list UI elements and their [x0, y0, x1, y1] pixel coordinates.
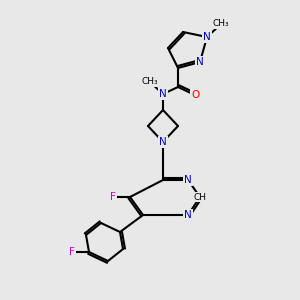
Text: F: F — [110, 192, 116, 202]
Text: N: N — [203, 32, 211, 42]
Text: CH: CH — [194, 193, 206, 202]
Text: N: N — [159, 137, 167, 147]
Text: CH₃: CH₃ — [142, 77, 158, 86]
Text: N: N — [196, 57, 204, 67]
Text: N: N — [184, 210, 192, 220]
Text: N: N — [184, 175, 192, 185]
Text: CH₃: CH₃ — [213, 20, 229, 28]
Text: N: N — [159, 89, 167, 99]
Text: O: O — [191, 90, 199, 100]
Text: F: F — [69, 247, 75, 257]
